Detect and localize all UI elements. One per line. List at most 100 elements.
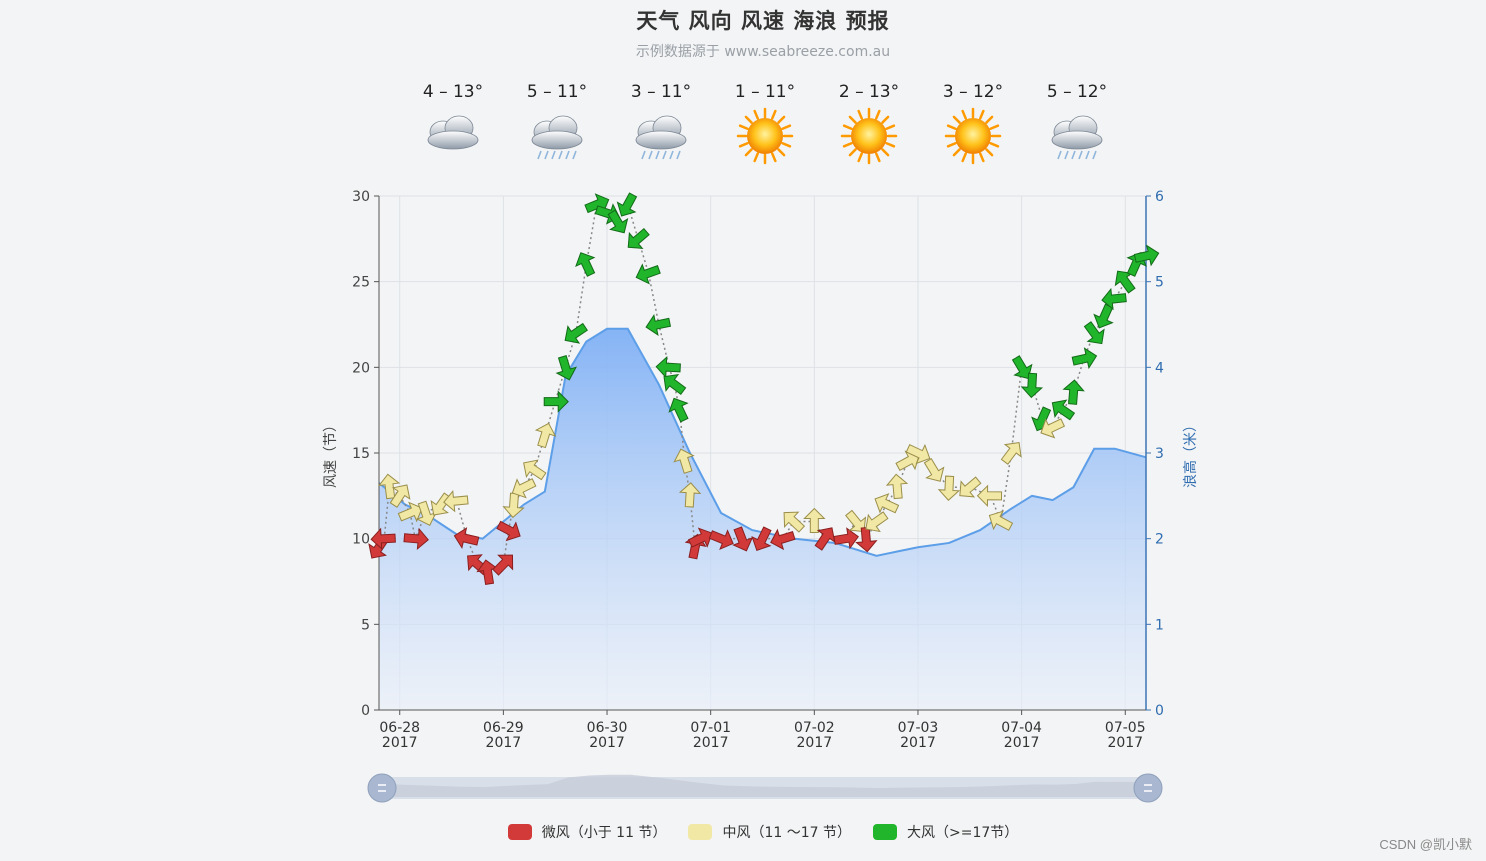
wind-direction-arrow [453, 527, 480, 550]
x-tick-label: 07-05 [1105, 720, 1146, 736]
x-tick-year: 2017 [693, 735, 729, 751]
wind-direction-arrow [607, 209, 629, 234]
sun-ray [777, 115, 786, 124]
cloud-base [1051, 130, 1103, 150]
legend-swatch-light [507, 824, 532, 840]
weather-temp: 3 – 12° [943, 82, 1003, 102]
sun-ray [753, 152, 759, 163]
wind-direction-arrow [1051, 399, 1076, 421]
y-left-tick-label: 25 [352, 275, 370, 291]
wind-direction-arrow [476, 559, 499, 585]
sun-ray [989, 142, 1000, 148]
axes: 051015202530012345606-28201706-29201706-… [323, 189, 1199, 751]
wind-direction-arrow [663, 374, 687, 395]
rain-drop [662, 150, 667, 160]
x-tick-year: 2017 [382, 735, 418, 751]
sun-ray [885, 124, 896, 130]
sun-ray [842, 124, 853, 130]
sun-ray [979, 152, 985, 163]
weather-temp: 5 – 12° [1047, 82, 1107, 102]
wind-direction-arrow [937, 475, 961, 501]
y-right-tick-label: 6 [1155, 189, 1164, 205]
sun-disc [955, 118, 991, 154]
wind-direction-arrow [415, 500, 438, 526]
weather-temp: 1 – 11° [735, 82, 795, 102]
sun-ray [875, 152, 881, 163]
legend-item-strong[interactable]: 大风（>=17节） [872, 822, 1019, 842]
wind-direction-arrow [502, 492, 525, 519]
wind-direction-arrow [1000, 442, 1022, 465]
rain-drop [558, 150, 563, 160]
rain-drop [641, 150, 646, 160]
wind-direction-arrow [1020, 372, 1044, 399]
sun-ray [989, 124, 1000, 130]
y-left-tick-label: 0 [361, 703, 370, 719]
wind-direction-arrow [803, 507, 826, 534]
sun-ray [848, 115, 857, 124]
wind-direction-arrow [1101, 287, 1127, 311]
wind-direction-arrow [645, 314, 672, 336]
x-tick-year: 2017 [797, 735, 833, 751]
datazoom-slider[interactable] [367, 773, 1163, 803]
cloud-base [427, 130, 479, 150]
y-right-tick-label: 0 [1155, 703, 1164, 719]
legend-label-light: 微风（小于 11 节） [541, 825, 667, 841]
wind-direction-arrow [1071, 347, 1098, 370]
y-right-axis-title: 浪高（米） [1182, 418, 1199, 488]
legend-swatch-strong [872, 824, 897, 840]
wind-direction-arrow [988, 510, 1014, 531]
y-left-tick-label: 5 [361, 617, 370, 633]
y-left-tick-label: 30 [352, 189, 370, 205]
wind-direction-arrow [905, 443, 931, 465]
cloud-base [531, 130, 583, 150]
wind-direction-arrow [430, 492, 452, 516]
sun-ray [744, 115, 753, 124]
wind-series [368, 192, 1160, 585]
sun-disc [851, 118, 887, 154]
rain-icon [635, 115, 687, 160]
legend-label-strong: 大风（>=17节） [906, 825, 1019, 841]
rain-drop [1078, 150, 1083, 160]
rain-icon [531, 115, 583, 160]
rain-drop [551, 150, 556, 160]
wind-direction-arrow [511, 478, 537, 499]
wind-direction-arrow [855, 526, 878, 553]
rain-drop [1071, 150, 1076, 160]
legend-item-light[interactable]: 微风（小于 11 节） [507, 822, 667, 842]
wind-direction-arrow [635, 263, 661, 285]
wind-direction-arrow [923, 457, 945, 482]
wind-direction-arrow [783, 511, 806, 533]
wind-direction-arrow [1040, 418, 1066, 439]
slider-handle-left[interactable] [367, 773, 397, 803]
chart-subtitle[interactable]: 示例数据源于 www.seabreeze.com.au [635, 44, 891, 60]
rain-drop [676, 150, 681, 160]
legend-item-medium[interactable]: 中风（11 ～17 节） [688, 822, 851, 842]
sun-ray [753, 109, 759, 120]
rain-drop [1085, 150, 1090, 160]
rain-icon [1051, 115, 1103, 160]
wind-direction-arrow [564, 322, 588, 344]
wind-direction-arrow [616, 192, 638, 217]
wind-direction-arrow [496, 520, 521, 542]
wind-direction-arrow [833, 527, 859, 550]
wind-direction-arrow [575, 252, 596, 277]
wind-direction-arrow [874, 493, 900, 514]
sun-ray [985, 148, 994, 157]
wind-direction-arrow [814, 527, 836, 551]
sun-ray [842, 142, 853, 148]
cloud-base [635, 130, 687, 150]
rain-drop [655, 150, 660, 160]
slider-handle-right[interactable] [1133, 773, 1163, 803]
sun-ray [771, 109, 777, 120]
sun-ray [857, 109, 863, 120]
sun-icon [840, 107, 898, 165]
x-tick-label: 06-28 [379, 720, 420, 736]
legend-swatch-medium [688, 824, 713, 840]
wind-direction-arrow [443, 490, 469, 513]
sun-ray [781, 124, 792, 130]
legend: 微风（小于 11 节） 中风（11 ～17 节） 大风（>=17节） [0, 822, 1486, 842]
y-right-tick-label: 4 [1155, 360, 1164, 376]
sun-ray [961, 152, 967, 163]
rain-drop [565, 150, 570, 160]
